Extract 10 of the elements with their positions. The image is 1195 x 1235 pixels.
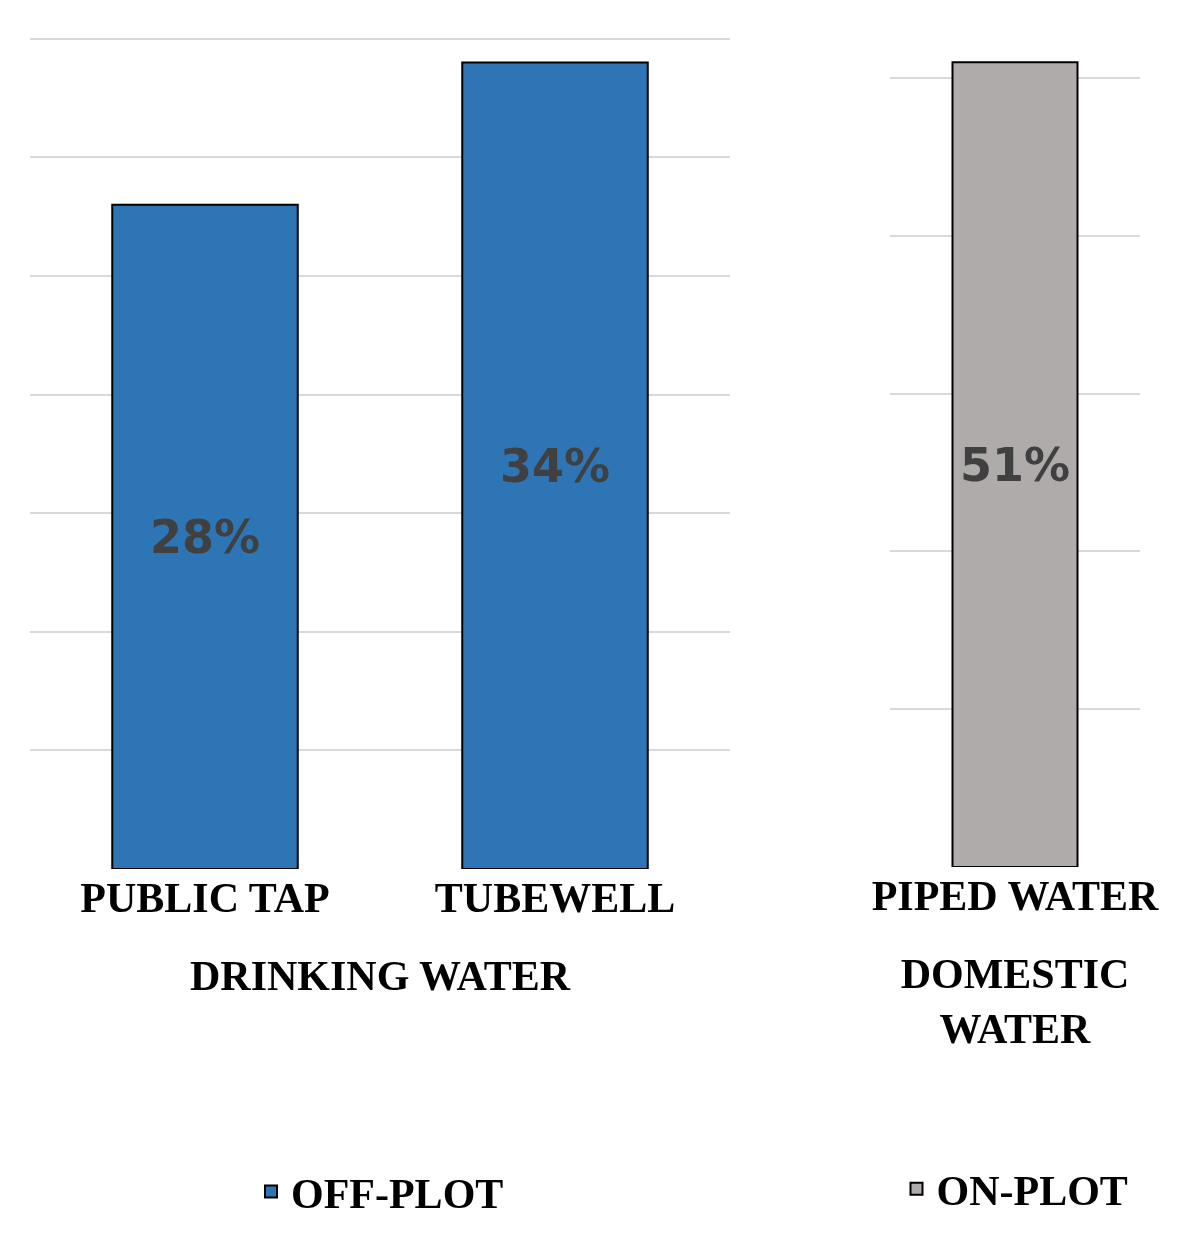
x-tick-label: TUBEWELL [434,875,676,921]
legend-label: OFF-PLOT [291,1170,504,1217]
x-axis-title: DRINKING WATER [189,952,571,999]
legend-label: ON-PLOT [936,1168,1128,1215]
data-label: 34% [499,438,611,493]
x-tick-label: PUBLIC TAP [80,875,330,921]
data-label: 51% [959,437,1071,492]
x-axis-title: DOMESTIC WATER [900,950,1130,1052]
x-tick-label: PIPED WATER [871,873,1159,919]
data-label: 28% [149,509,261,564]
